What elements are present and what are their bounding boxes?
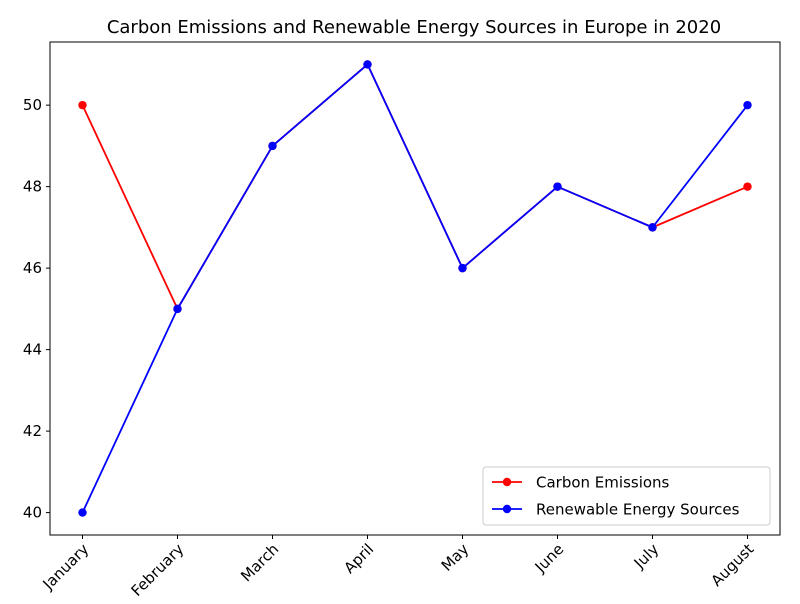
x-tick-label-6: July [630, 540, 663, 573]
series-line-0 [81, 63, 748, 310]
chart-title: Carbon Emissions and Renewable Energy So… [107, 17, 721, 38]
x-tick-label-5: June [531, 540, 568, 577]
legend-box [482, 466, 771, 526]
legend-label-1: Renewable Energy Sources [536, 501, 740, 519]
y-tick-label-4: 48 [23, 178, 42, 196]
y-tick-label-3: 46 [23, 259, 42, 277]
y-tick-label-2: 44 [23, 341, 42, 359]
data-point-s1-2 [268, 141, 277, 151]
y-tick-label-5: 50 [23, 96, 42, 114]
x-tick-label-4: May [438, 540, 473, 575]
plot-area [78, 60, 752, 517]
data-point-s0-7 [743, 182, 752, 191]
data-point-s0-0 [78, 100, 87, 110]
data-point-s1-6 [648, 223, 657, 232]
data-point-s1-5 [553, 182, 562, 191]
x-tick-label-3: April [340, 540, 377, 577]
y-tick-label-0: 40 [23, 504, 42, 522]
y-tick-label-1: 42 [23, 422, 42, 440]
data-point-s1-1 [173, 304, 182, 314]
x-tick-label-0: January [39, 540, 93, 594]
x-tick-label-7: August [707, 540, 757, 590]
data-point-s1-4 [458, 263, 467, 273]
legend-label-0: Carbon Emissions [536, 474, 670, 492]
x-tick-label-2: March [237, 540, 282, 585]
data-point-s1-0 [78, 508, 87, 517]
legend-marker-0 [502, 477, 512, 487]
data-point-s1-7 [743, 100, 752, 110]
x-tick-label-1: February [128, 540, 188, 600]
legend: Carbon Emissions Renewable Energy Sources [482, 466, 771, 526]
series-line-1 [81, 63, 749, 513]
data-point-s1-3 [363, 60, 372, 69]
legend-marker-1 [502, 504, 512, 514]
axes-frame [49, 41, 781, 536]
